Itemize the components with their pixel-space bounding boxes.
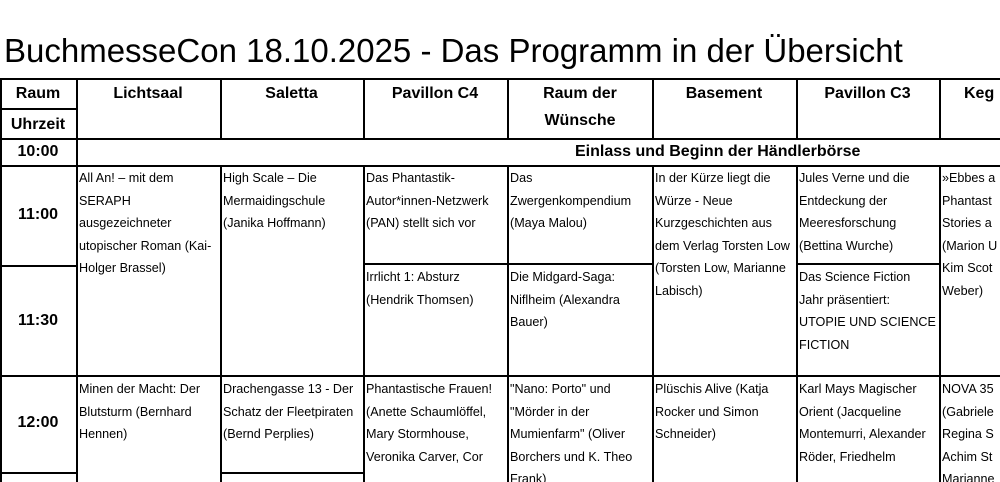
session-raum-wuensche-1100: Das Zwergenkompendium (Maya Malou) [510, 171, 632, 231]
column-border [76, 78, 78, 482]
column-border [796, 78, 798, 138]
column-border [363, 165, 365, 482]
header-room-saletta: Saletta [265, 85, 318, 102]
header-uhrzeit: Uhrzeit [10, 116, 66, 133]
header-room-basement: Basement [685, 85, 763, 102]
header-room-pavillon-c3: Pavillon C3 [824, 85, 911, 102]
session-saletta-1100: High Scale – Die Mermaidingschule (Janik… [223, 171, 326, 231]
session-lichtsaal-1200: Minen der Macht: Der Blutsturm (Bernhard… [79, 382, 201, 442]
session-pavillon-c4-1200: Phantastische Frauen! (Anette Schaumlöff… [366, 382, 493, 464]
column-border [796, 165, 798, 482]
row-1100-time-divider [0, 265, 76, 267]
header-room-lichtsaal: Lichtsaal [113, 85, 183, 102]
time-1130: 11:30 [17, 312, 59, 329]
banner-einlass: Einlass und Beginn der Händlerbörse [575, 143, 861, 160]
column-border [507, 165, 509, 482]
session-raum-wuensche-1130: Die Midgard-Saga: Niflheim (Alexandra Ba… [510, 270, 620, 330]
row-1200-time-divider [0, 472, 76, 474]
session-basement-1100: In der Kürze liegt die Würze - Neue Kurz… [655, 171, 790, 298]
saletta-1200-divider [220, 472, 364, 474]
session-pavillon-c4-1100: Das Phantastik-Autor*innen-Netzwerk (PAN… [366, 171, 489, 231]
column-border [507, 78, 509, 138]
session-keg-1200: NOVA 35 (Gabriele Regina S Achim St Mari… [942, 382, 995, 482]
row-1130-bottom-border [0, 375, 1000, 377]
session-basement-1200: Plüschis Alive (Katja Rocker und Simon S… [655, 382, 769, 442]
page-title: BuchmesseCon 18.10.2025 - Das Programm i… [4, 32, 903, 70]
header-bottom-border [0, 138, 1000, 140]
column-border [0, 78, 2, 482]
session-pavillon-c4-1130: Irrlicht 1: Absturz (Hendrik Thomsen) [366, 270, 474, 307]
column-border [652, 165, 654, 482]
header-room-raum-der-wuensche: Raum der Wünsche [543, 85, 617, 129]
row-1100-c3-divider [796, 263, 940, 265]
header-raum: Raum [15, 85, 61, 102]
header-split-line [0, 108, 76, 110]
header-room-keg: Keg [964, 85, 995, 102]
header-room-pavillon-c4: Pavillon C4 [391, 85, 479, 102]
session-keg-1100: »Ebbes a Phantast Stories a (Marion U Ki… [942, 171, 998, 298]
time-1100: 11:00 [17, 206, 59, 223]
column-border [652, 78, 654, 138]
session-pavillon-c3-1200: Karl Mays Magischer Orient (Jacqueline M… [799, 382, 926, 464]
session-raum-wuensche-1200: "Nano: Porto" und "Mörder in der Mumienf… [510, 382, 633, 482]
session-pavillon-c3-1100: Jules Verne und die Entdeckung der Meere… [799, 171, 910, 253]
column-border [220, 78, 222, 138]
time-1200: 12:00 [17, 414, 59, 431]
column-border [220, 165, 222, 482]
session-pavillon-c3-1130: Das Science Fiction Jahr präsentiert: UT… [799, 270, 936, 352]
column-border [939, 78, 941, 138]
column-border [939, 165, 941, 482]
session-saletta-1200: Drachengasse 13 - Der Schatz der Fleetpi… [223, 382, 354, 442]
table-top-border [0, 78, 1000, 80]
session-lichtsaal-1100: All An! – mit dem SERAPH ausgezeichneter… [79, 171, 212, 276]
time-1000: 10:00 [17, 143, 59, 160]
row-1000-bottom-border [0, 165, 1000, 167]
column-border [363, 78, 365, 138]
